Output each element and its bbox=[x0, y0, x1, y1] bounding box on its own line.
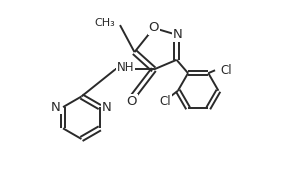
Text: N: N bbox=[102, 101, 112, 114]
Text: O: O bbox=[126, 95, 137, 108]
Text: NH: NH bbox=[117, 61, 135, 74]
Text: O: O bbox=[149, 21, 159, 35]
Text: N: N bbox=[51, 101, 61, 114]
Text: CH₃: CH₃ bbox=[94, 18, 115, 28]
Text: Cl: Cl bbox=[160, 95, 171, 108]
Text: N: N bbox=[173, 28, 182, 41]
Text: Cl: Cl bbox=[220, 64, 231, 77]
